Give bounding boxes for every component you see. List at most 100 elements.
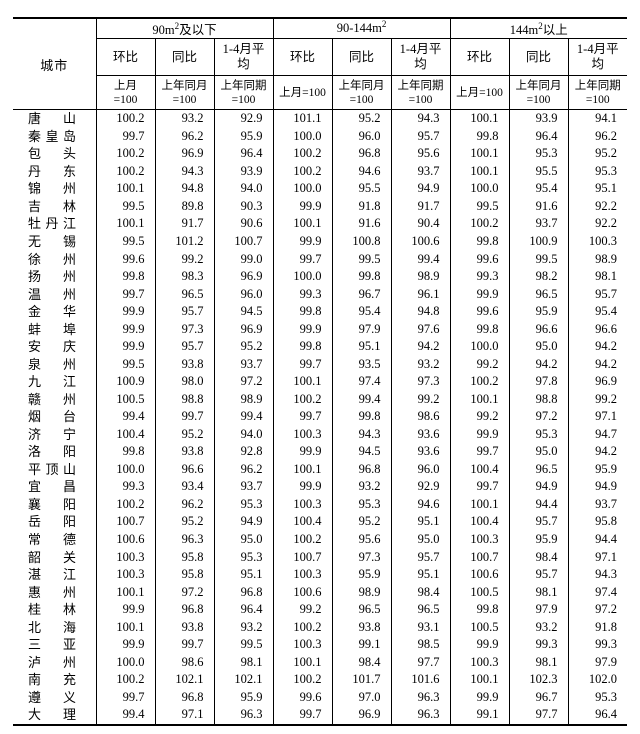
value-cell: 96.5 bbox=[390, 600, 451, 619]
value-cell: 92.9 bbox=[213, 109, 273, 128]
value-cell: 93.2 bbox=[154, 109, 214, 128]
value-cell: 95.7 bbox=[508, 565, 569, 584]
value-cell: 95.3 bbox=[508, 145, 569, 163]
value-cell: 100.2 bbox=[272, 162, 332, 181]
value-cell: 102.0 bbox=[567, 671, 628, 689]
header-row-measures: 环比 同比 1-4月平 均环比 同比 1-4月平 均环比 同比 1-4月平 均 bbox=[13, 38, 628, 76]
value-cell: 99.7 bbox=[95, 285, 155, 303]
table-row: 秦皇岛 99.7 96.2 95.9 100.0 96.0 95.7 99.8 96.4 96.2 bbox=[13, 127, 628, 146]
city-name: 徐州 bbox=[28, 251, 76, 267]
value-cell: 91.6 bbox=[331, 215, 391, 233]
city-name: 泸州 bbox=[28, 654, 76, 670]
city-name: 南充 bbox=[28, 672, 76, 688]
value-cell: 100.5 bbox=[449, 583, 510, 601]
value-cell: 100.8 bbox=[331, 232, 391, 251]
city-column-header: 城市 bbox=[13, 18, 96, 110]
value-cell: 93.6 bbox=[390, 425, 451, 444]
city-name: 岳阳 bbox=[28, 514, 76, 530]
value-cell: 99.3 bbox=[449, 267, 510, 286]
value-cell: 96.9 bbox=[567, 372, 628, 391]
table-row: 北海 100.1 93.8 93.2 100.2 93.8 93.1 100.5 93.2 91.… bbox=[13, 618, 628, 636]
value-cell: 100.0 bbox=[95, 653, 155, 671]
table-row: 洛阳 99.8 93.8 92.8 99.9 94.5 93.6 99.7 95.0 94.2 bbox=[13, 443, 628, 461]
base-period-header: 上月 =100 bbox=[95, 75, 155, 110]
value-cell: 96.8 bbox=[154, 688, 214, 707]
table-row: 九江 100.9 98.0 97.2 100.1 97.4 97.3 100.2 97.8 96.… bbox=[13, 372, 628, 391]
value-cell: 96.1 bbox=[390, 285, 451, 303]
value-cell: 95.7 bbox=[154, 337, 214, 356]
value-cell: 99.2 bbox=[449, 408, 510, 426]
value-cell: 94.5 bbox=[213, 302, 273, 321]
city-name: 赣州 bbox=[28, 391, 76, 407]
value-cell: 97.6 bbox=[390, 320, 451, 338]
city-cell: 三亚 bbox=[13, 636, 96, 654]
value-cell: 100.6 bbox=[95, 530, 155, 549]
value-cell: 95.0 bbox=[213, 530, 273, 549]
value-cell: 98.4 bbox=[331, 653, 391, 671]
value-cell: 99.8 bbox=[449, 232, 510, 251]
table-row: 徐州 99.6 99.2 99.0 99.7 99.5 99.4 99.6 99.5 98.9 bbox=[13, 250, 628, 268]
value-cell: 95.2 bbox=[154, 425, 214, 444]
value-cell: 95.9 bbox=[331, 565, 391, 584]
table-body: 唐山 100.2 93.2 92.9 101.1 95.2 94.3 100.1 93.9 94.… bbox=[13, 109, 628, 725]
value-cell: 94.9 bbox=[213, 513, 273, 531]
value-cell: 96.5 bbox=[508, 460, 569, 479]
value-cell: 93.2 bbox=[331, 478, 391, 496]
value-cell: 97.9 bbox=[567, 653, 628, 671]
value-cell: 95.3 bbox=[213, 548, 273, 566]
value-cell: 96.4 bbox=[567, 706, 628, 725]
value-cell: 99.6 bbox=[449, 250, 510, 268]
value-cell: 90.4 bbox=[390, 215, 451, 233]
value-cell: 94.4 bbox=[567, 530, 628, 549]
value-cell: 95.8 bbox=[154, 548, 214, 566]
city-name: 蚌埠 bbox=[28, 321, 76, 337]
value-cell: 96.2 bbox=[154, 127, 214, 146]
table-row: 扬州 99.8 98.3 96.9 100.0 99.8 98.9 99.3 98.2 98.1 bbox=[13, 267, 628, 286]
value-cell: 100.2 bbox=[449, 215, 510, 233]
table-row: 遵义 99.7 96.8 95.9 99.6 97.0 96.3 99.9 96.7 95.3 bbox=[13, 688, 628, 707]
city-cell: 唐山 bbox=[13, 110, 96, 128]
city-name: 韶关 bbox=[28, 549, 76, 565]
value-cell: 100.7 bbox=[272, 548, 332, 566]
value-cell: 94.0 bbox=[213, 425, 273, 444]
value-cell: 100.5 bbox=[449, 618, 510, 636]
table-header: 城市 90m2及以下 90-144m2 144m2以上 环比 同比 1-4月平 均环比同… bbox=[13, 18, 628, 110]
measure-header: 1-4月平 均 bbox=[567, 38, 628, 76]
city-cell: 蚌埠 bbox=[13, 320, 96, 338]
value-cell: 95.0 bbox=[508, 337, 569, 356]
value-cell: 94.8 bbox=[390, 302, 451, 321]
city-name: 包头 bbox=[28, 146, 76, 162]
value-cell: 95.7 bbox=[390, 127, 451, 146]
value-cell: 100.2 bbox=[272, 145, 332, 163]
value-cell: 95.3 bbox=[567, 688, 628, 707]
value-cell: 99.8 bbox=[449, 127, 510, 146]
value-cell: 99.4 bbox=[390, 250, 451, 268]
value-cell: 96.7 bbox=[331, 285, 391, 303]
value-cell: 99.7 bbox=[449, 478, 510, 496]
table-row: 济宁 100.4 95.2 94.0 100.3 94.3 93.6 99.9 95.3 94.7 bbox=[13, 425, 628, 444]
value-cell: 94.6 bbox=[390, 495, 451, 514]
city-name: 泉州 bbox=[28, 356, 76, 372]
measure-header: 同比 bbox=[154, 38, 214, 76]
value-cell: 96.8 bbox=[331, 145, 391, 163]
value-cell: 99.5 bbox=[331, 250, 391, 268]
value-cell: 100.1 bbox=[449, 390, 510, 409]
table-row: 韶关 100.3 95.8 95.3 100.7 97.3 95.7 100.7 98.4 97.… bbox=[13, 548, 628, 566]
city-cell: 锦州 bbox=[13, 180, 96, 198]
value-cell: 100.2 bbox=[95, 162, 155, 181]
value-cell: 96.4 bbox=[213, 600, 273, 619]
value-cell: 100.0 bbox=[272, 180, 332, 198]
table-row: 蚌埠 99.9 97.3 96.9 99.9 97.9 97.6 99.8 96.6 96.6 bbox=[13, 320, 628, 338]
city-name: 桂林 bbox=[28, 602, 76, 618]
value-cell: 100.4 bbox=[272, 513, 332, 531]
value-cell: 95.7 bbox=[154, 302, 214, 321]
value-cell: 101.2 bbox=[154, 232, 214, 251]
value-cell: 94.0 bbox=[213, 180, 273, 198]
value-cell: 94.2 bbox=[508, 355, 569, 373]
value-cell: 96.2 bbox=[213, 460, 273, 479]
superscript: 2 bbox=[381, 18, 387, 29]
table-row: 无锡 99.5 101.2 100.7 99.9 100.8 100.6 99.8 100.9 1… bbox=[13, 232, 628, 251]
value-cell: 99.2 bbox=[449, 355, 510, 373]
value-cell: 99.9 bbox=[272, 320, 332, 338]
value-cell: 97.7 bbox=[508, 706, 569, 725]
